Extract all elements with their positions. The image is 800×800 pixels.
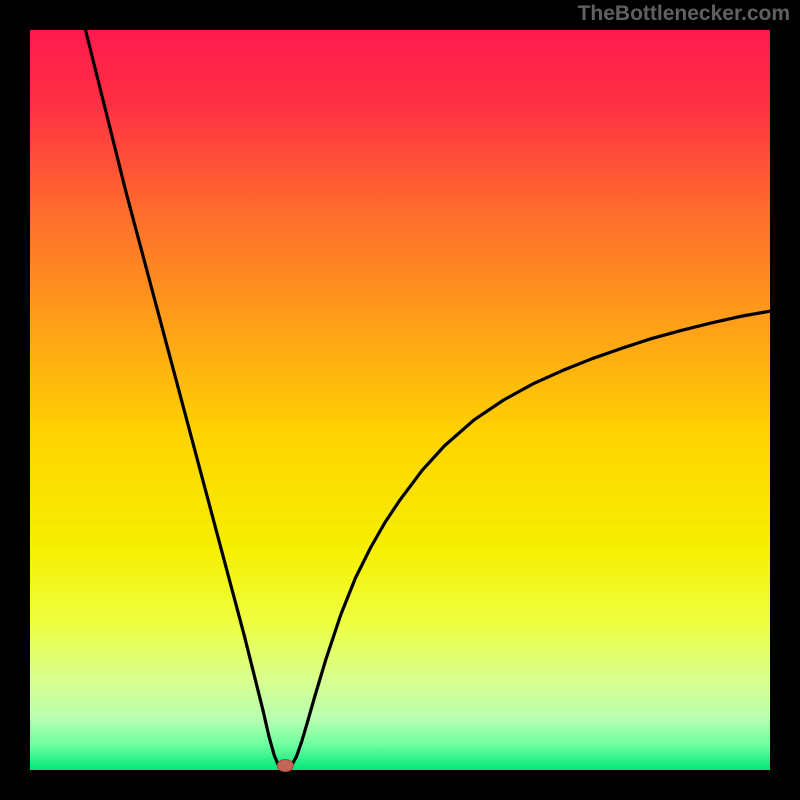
chart-container: TheBottlenecker.com xyxy=(0,0,800,800)
watermark-text: TheBottlenecker.com xyxy=(578,2,790,26)
bottleneck-chart xyxy=(0,0,800,800)
optimal-point-marker xyxy=(277,760,293,772)
